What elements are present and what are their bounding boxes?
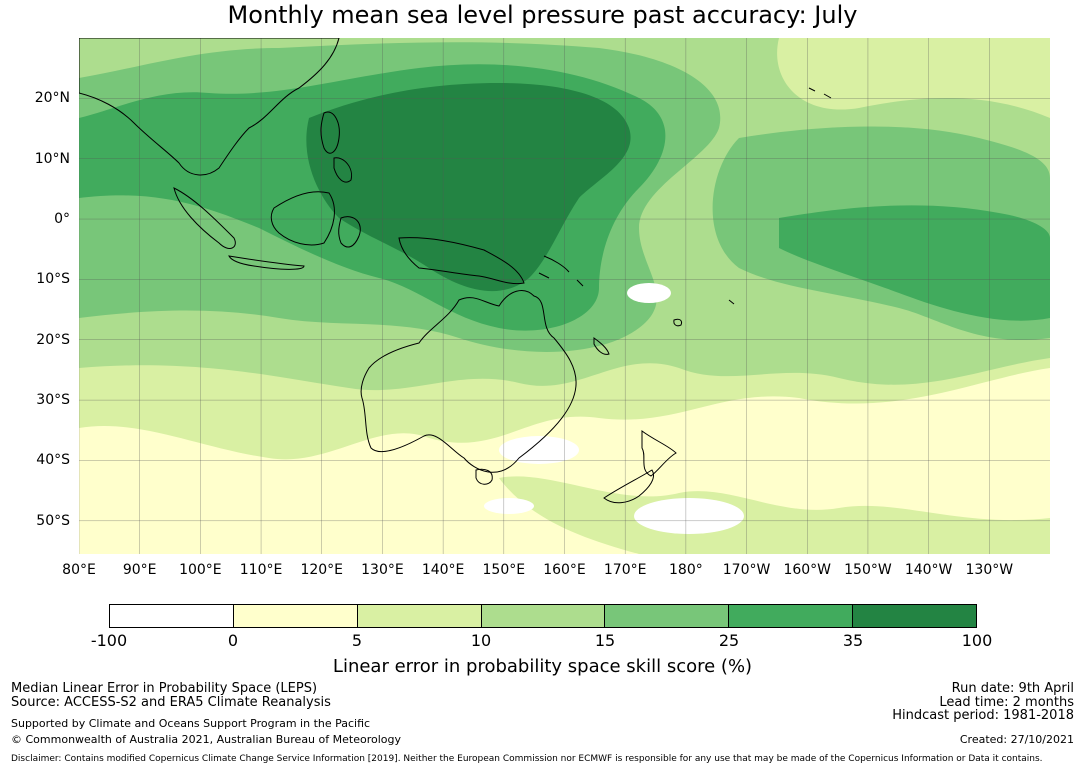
colorbar-title: Linear error in probability space skill … (332, 656, 753, 677)
footer-source: Source: ACCESS-S2 and ERA5 Climate Reana… (11, 695, 331, 710)
hindcast-period: Hindcast period: 1981-2018 (892, 708, 1074, 723)
colorbar-segment (605, 605, 730, 627)
colorbar-segment (481, 605, 606, 627)
skill-score-map (79, 38, 1050, 554)
colorbar-tick-label: 0 (227, 631, 239, 650)
colorbar-tick-label: 25 (718, 631, 740, 650)
colorbar-segment (233, 605, 358, 627)
longitude-label: 110°E (239, 562, 283, 578)
colorbar-tick-label: 10 (470, 631, 492, 650)
run-date: Run date: 9th April (951, 681, 1074, 696)
disclaimer: Disclaimer: Contains modified Copernicus… (11, 754, 1043, 764)
longitude-label: 130°E (361, 562, 404, 578)
latitude-label: 10°N (34, 150, 70, 167)
longitude-label: 180° (669, 562, 703, 578)
colorbar-tick-label: 35 (842, 631, 864, 650)
footer-method: Median Linear Error in Probability Space… (11, 681, 318, 696)
latitude-label: 20°S (36, 331, 70, 348)
colorbar-tick-label: 5 (351, 631, 363, 650)
longitude-label: 120°E (300, 562, 344, 578)
colorbar-tick-label: 100 (961, 631, 993, 650)
latitude-label: 40°S (36, 452, 70, 469)
colorbar (109, 604, 977, 628)
longitude-label: 170°E (603, 562, 647, 578)
longitude-label: 150°W (844, 562, 892, 578)
longitude-label: 170°W (722, 562, 771, 578)
longitude-label: 130°W (965, 562, 1014, 578)
longitude-label: 100°E (179, 562, 222, 578)
longitude-label: 150°E (482, 562, 526, 578)
colorbar-tick-label: -100 (90, 631, 128, 650)
longitude-label: 160°E (543, 562, 586, 578)
map-title: Monthly mean sea level pressure past acc… (227, 1, 858, 29)
footer-support: Supported by Climate and Oceans Support … (11, 717, 371, 730)
longitude-label: 140°W (904, 562, 953, 578)
longitude-label: 90°E (122, 562, 157, 578)
coastlines (79, 38, 832, 504)
colorbar-segment (729, 605, 854, 627)
created-date: Created: 27/10/2021 (959, 733, 1074, 746)
colorbar-segment (357, 605, 482, 627)
colorbar-tick-label: 15 (594, 631, 616, 650)
graticule (79, 38, 1050, 554)
latitude-label: 20°N (34, 90, 70, 107)
latitude-label: 0° (54, 211, 70, 228)
lead-time: Lead time: 2 months (939, 695, 1074, 710)
latitude-label: 50°S (36, 512, 70, 529)
latitude-label: 30°S (36, 392, 70, 409)
latitude-label: 10°S (36, 271, 70, 288)
longitude-label: 80°E (62, 562, 96, 578)
longitude-label: 140°E (421, 562, 465, 578)
footer-copyright: © Commonwealth of Australia 2021, Austra… (11, 733, 401, 746)
colorbar-segment (853, 605, 977, 627)
colorbar-segment (110, 605, 234, 627)
longitude-label: 160°W (783, 562, 832, 578)
